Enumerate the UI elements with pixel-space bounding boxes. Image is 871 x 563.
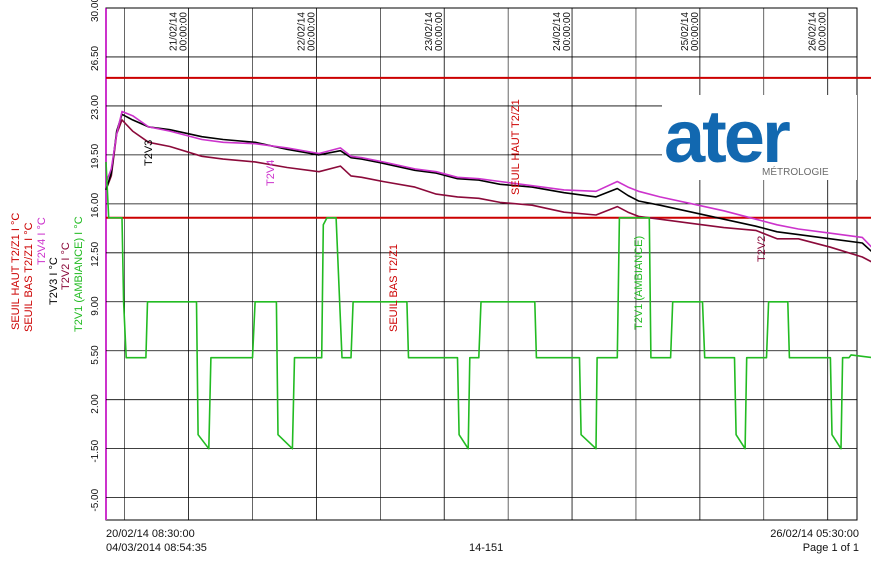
y-tick-label: 2.00 <box>90 394 101 414</box>
y-tick-label: -5.00 <box>90 488 101 511</box>
series-layer <box>105 76 871 450</box>
x-tick-time: 00:00:00 <box>306 12 317 51</box>
y-tick-label: 9.00 <box>90 296 101 316</box>
annotation-seuil-bas-t2-z1: SEUIL BAS T2/Z1 <box>388 244 400 332</box>
y-tick-label: 30.00 <box>90 0 101 22</box>
y-tick-label: 12.50 <box>90 241 101 266</box>
series-t2v3 <box>105 113 871 253</box>
series-t2v1-ambiance <box>105 161 871 450</box>
annotation-seuil-haut-t2-z1: SEUIL HAUT T2/Z1 <box>510 99 522 195</box>
x-tick-time: 00:00:00 <box>562 12 573 51</box>
x-tick-date: 21/02/14 <box>169 12 180 51</box>
logo-brand-text: ater <box>664 95 790 178</box>
legend-entry: T2V3 I °C <box>48 257 60 305</box>
ater-logo: ater MÉTROLOGIE <box>662 95 857 180</box>
y-tick-label: 23.00 <box>90 94 101 119</box>
annotation-t2v1-ambiance: T2V1 (AMBIANCE) <box>633 236 645 330</box>
legend-entry: T2V2 I °C <box>60 242 72 290</box>
x-tick-date: 23/02/14 <box>424 12 435 51</box>
x-tick-time: 00:00:00 <box>690 12 701 51</box>
y-tick-label: -1.50 <box>90 439 101 462</box>
series-t2v4 <box>105 110 871 248</box>
y-tick-label: 19.50 <box>90 143 101 168</box>
legend: SEUIL HAUT T2/Z1 I °C SEUIL BAS T2/Z1 I °… <box>10 213 85 332</box>
x-tick-time: 00:00:00 <box>434 12 445 51</box>
legend-entry: SEUIL BAS T2/Z1 I °C <box>23 222 35 332</box>
print-datetime: 04/03/2014 08:54:35 <box>106 542 207 554</box>
legend-entry: T2V1 (AMBIANCE) I °C <box>73 216 85 332</box>
x-tick-date: 24/02/14 <box>552 12 563 51</box>
grid-layer <box>105 7 858 521</box>
x-tick-date: 26/02/14 <box>808 12 819 51</box>
logo-subtitle: MÉTROLOGIE <box>762 165 829 178</box>
annotation-t2v4: T2V4 <box>265 160 277 186</box>
x-tick-time: 00:00:00 <box>818 12 829 51</box>
x-tick-date: 22/02/14 <box>296 12 307 51</box>
series-t2v2 <box>105 119 871 263</box>
annotation-layer: SEUIL HAUT T2/Z1 SEUIL BAS T2/Z1 T2V3 T2V4 T… <box>143 99 768 332</box>
y-axis-ticks: 30.00 26.50 23.00 19.50 16.00 12.50 9.00 5.50 2.… <box>90 0 101 512</box>
start-datetime: 20/02/14 08:30:00 <box>106 528 195 540</box>
annotation-t2v3: T2V3 <box>143 140 155 166</box>
legend-entry: SEUIL HAUT T2/Z1 I °C <box>10 213 22 330</box>
y-tick-label: 5.50 <box>90 345 101 365</box>
report-code: 14-151 <box>469 542 504 554</box>
y-tick-label: 16.00 <box>90 192 101 217</box>
legend-entry: T2V4 I °C <box>36 217 48 265</box>
y-tick-label: 26.50 <box>90 45 101 70</box>
annotation-t2v2: T2V2 <box>756 236 768 262</box>
end-datetime: 26/02/14 05:30:00 <box>770 528 859 540</box>
x-axis-ticks: 21/02/14 00:00:00 22/02/14 00:00:00 23/02/14… <box>169 12 829 51</box>
x-tick-date: 25/02/14 <box>680 12 691 51</box>
page-label: Page 1 of 1 <box>802 542 859 554</box>
x-tick-time: 00:00:00 <box>179 12 190 51</box>
plot-frame <box>105 7 858 521</box>
